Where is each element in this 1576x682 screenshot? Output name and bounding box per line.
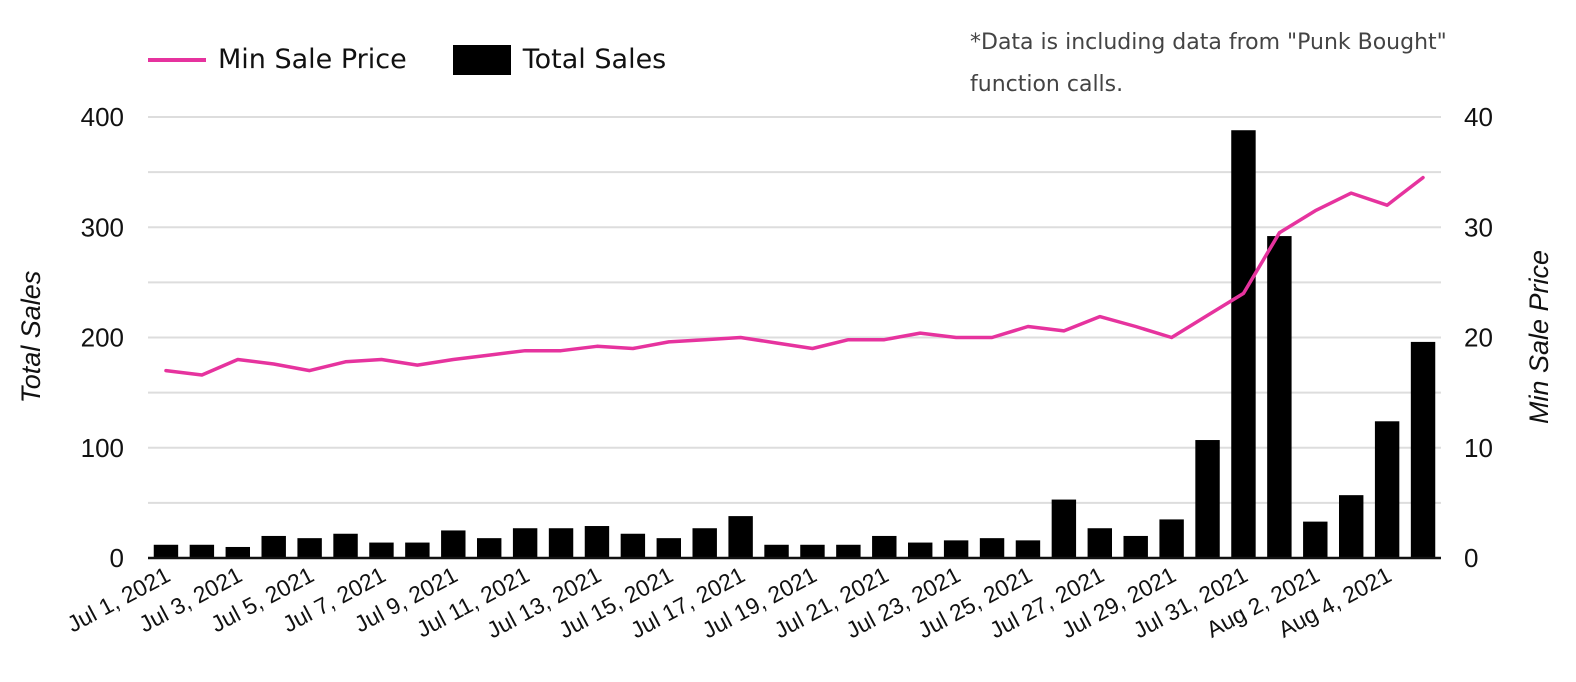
y-right-tick-label: 20	[1464, 323, 1493, 353]
bar	[225, 546, 251, 558]
y-left-tick-label: 400	[81, 102, 124, 132]
bar	[1374, 421, 1400, 558]
gridlines	[148, 116, 1441, 504]
y-right-tick-label: 30	[1464, 212, 1493, 242]
bar	[189, 544, 215, 558]
y-left-tick-label: 300	[81, 212, 124, 242]
bar	[656, 538, 682, 558]
bar	[405, 542, 430, 558]
bar	[153, 544, 179, 558]
bar	[1303, 521, 1328, 558]
bar	[728, 516, 753, 558]
bar	[1015, 540, 1041, 558]
bar	[476, 538, 502, 558]
data-note: *Data is including data from "Punk Bough…	[970, 30, 1447, 97]
bar-swatch-icon	[452, 44, 511, 75]
y-right-tick-label: 40	[1464, 102, 1493, 132]
bar	[1267, 236, 1292, 558]
bar	[764, 544, 789, 558]
bar	[1410, 341, 1436, 558]
bar	[584, 526, 610, 558]
bar	[1338, 495, 1364, 558]
bar	[979, 538, 1005, 558]
y-left-tick-label: 100	[81, 433, 124, 463]
legend-item-total-sales: Total Sales	[452, 44, 667, 75]
bar	[907, 542, 933, 558]
line-swatch-icon	[148, 57, 206, 62]
bar	[441, 530, 466, 558]
bar	[800, 544, 825, 558]
bar	[620, 533, 646, 558]
bar	[836, 544, 861, 558]
axis-titles: Total Sales Min Sale Price	[16, 250, 1554, 424]
bar	[1087, 528, 1113, 558]
bar	[1159, 519, 1184, 558]
y-right-axis-title: Min Sale Price	[1524, 250, 1554, 424]
line-series-min-sale-price	[164, 175, 1425, 377]
bar	[548, 528, 574, 558]
legend-label-min-sale-price: Min Sale Price	[218, 44, 407, 75]
bar	[872, 535, 897, 558]
y-left-axis-title: Total Sales	[16, 271, 46, 404]
bar	[512, 528, 538, 558]
legend-label-total-sales: Total Sales	[522, 44, 667, 75]
bar	[943, 540, 969, 558]
bar-series-total-sales	[153, 130, 1436, 559]
bar	[369, 542, 394, 558]
bar	[1051, 499, 1077, 558]
bar	[692, 528, 717, 558]
bar	[297, 538, 322, 558]
y-right-tick-label: 10	[1464, 433, 1493, 463]
bar	[333, 533, 358, 558]
y-right-tick-label: 0	[1464, 543, 1478, 573]
bar	[1231, 130, 1256, 559]
legend: Min Sale Price Total Sales	[148, 44, 712, 75]
bar	[1195, 440, 1220, 558]
legend-item-min-sale-price: Min Sale Price	[148, 44, 407, 75]
y-left-tick-label: 0	[110, 543, 124, 573]
bar	[1123, 535, 1148, 558]
series-line	[164, 175, 1425, 377]
bar	[261, 535, 286, 558]
y-left-tick-label: 200	[81, 323, 124, 353]
